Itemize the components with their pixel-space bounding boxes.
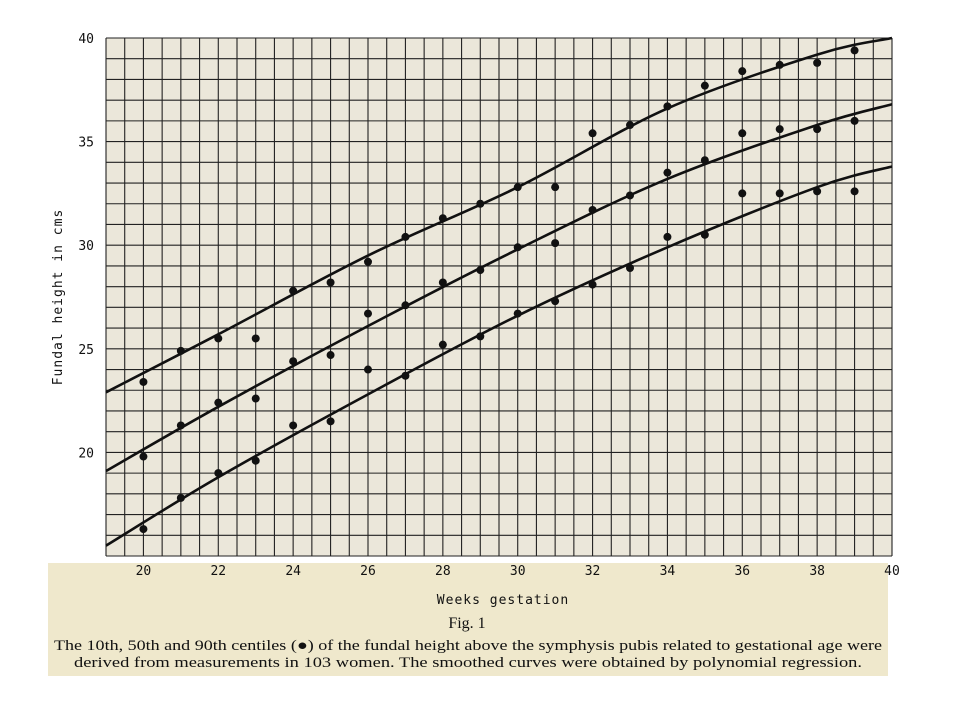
data-point: [551, 297, 560, 306]
data-point: [738, 67, 747, 76]
data-point: [775, 125, 784, 134]
y-tick-label: 35: [78, 136, 94, 151]
y-tick-label: 20: [78, 446, 94, 461]
data-point: [364, 309, 372, 318]
x-tick-label: 36: [734, 564, 750, 579]
data-point: [401, 371, 410, 380]
data-point: [588, 129, 597, 138]
centile-points: [139, 46, 859, 534]
y-tick-label: 30: [78, 239, 94, 254]
data-point: [626, 263, 634, 272]
data-point: [813, 58, 822, 67]
caption-line-1: The 10th, 50th and 90th centiles (●) of …: [54, 638, 882, 654]
data-point: [364, 365, 372, 374]
caption-background: [48, 563, 888, 676]
x-tick-label: 38: [809, 564, 825, 579]
data-point: [551, 239, 560, 248]
data-point: [476, 199, 485, 208]
data-point: [176, 421, 185, 430]
data-point: [139, 377, 148, 386]
x-tick-label: 30: [510, 564, 526, 579]
data-point: [663, 102, 672, 111]
figure-label: Fig. 1: [448, 615, 485, 632]
data-point: [775, 60, 784, 69]
data-point: [700, 156, 709, 165]
grid-lines: [105, 37, 893, 557]
x-tick-label: 34: [660, 564, 676, 579]
centile-curve-2: [105, 103, 893, 473]
data-point: [626, 191, 634, 200]
x-tick-label: 20: [136, 564, 152, 579]
x-tick-label: 28: [435, 564, 451, 579]
y-tick-label: 40: [78, 32, 94, 47]
data-point: [214, 334, 223, 343]
data-point: [214, 398, 223, 407]
data-point: [214, 469, 223, 478]
data-point: [513, 183, 522, 192]
data-point: [476, 266, 485, 275]
data-point: [813, 125, 822, 134]
y-tick-label: 25: [78, 343, 94, 358]
data-point: [850, 46, 859, 55]
data-point: [289, 421, 298, 430]
centile-curve-1: [105, 36, 893, 394]
data-point: [663, 232, 672, 241]
data-point: [326, 417, 335, 426]
data-point: [588, 205, 597, 214]
data-point: [626, 121, 634, 130]
data-point: [438, 340, 447, 349]
data-point: [850, 187, 859, 196]
x-tick-label: 40: [884, 564, 900, 579]
data-point: [251, 334, 260, 343]
data-point: [700, 81, 709, 90]
data-point: [401, 232, 410, 241]
data-point: [551, 183, 560, 192]
data-point: [289, 286, 298, 295]
data-point: [700, 230, 709, 239]
data-point: [401, 301, 410, 310]
data-point: [251, 456, 260, 465]
centile-curves: [105, 36, 893, 547]
x-tick-label: 32: [585, 564, 601, 579]
data-point: [775, 189, 784, 198]
caption-line-2: derived from measurements in 103 women. …: [74, 655, 862, 671]
data-point: [251, 394, 260, 403]
x-tick-label: 24: [285, 564, 301, 579]
data-point: [438, 214, 447, 223]
data-point: [513, 243, 522, 252]
data-point: [850, 116, 859, 125]
data-point: [513, 309, 522, 318]
data-point: [738, 189, 747, 198]
data-point: [289, 357, 298, 366]
tick-labels: 20 22 24 26 28 30 32 34 36 38 40 20 25 30 35 40: [78, 32, 899, 579]
data-point: [326, 278, 335, 287]
data-point: [738, 129, 747, 138]
x-tick-label: 22: [210, 564, 226, 579]
data-point: [326, 351, 335, 360]
centile-curve-3: [105, 165, 893, 547]
data-point: [176, 493, 185, 502]
data-point: [663, 168, 672, 177]
data-point: [438, 278, 447, 287]
data-point: [364, 257, 372, 266]
data-point: [139, 525, 148, 534]
x-axis-title: Weeks gestation: [437, 593, 569, 608]
y-axis-title: Fundal height in cms: [51, 209, 66, 386]
data-point: [588, 280, 597, 289]
data-point: [139, 452, 148, 461]
x-tick-label: 26: [360, 564, 376, 579]
data-point: [176, 346, 185, 355]
data-point: [813, 187, 822, 196]
data-point: [476, 332, 485, 341]
